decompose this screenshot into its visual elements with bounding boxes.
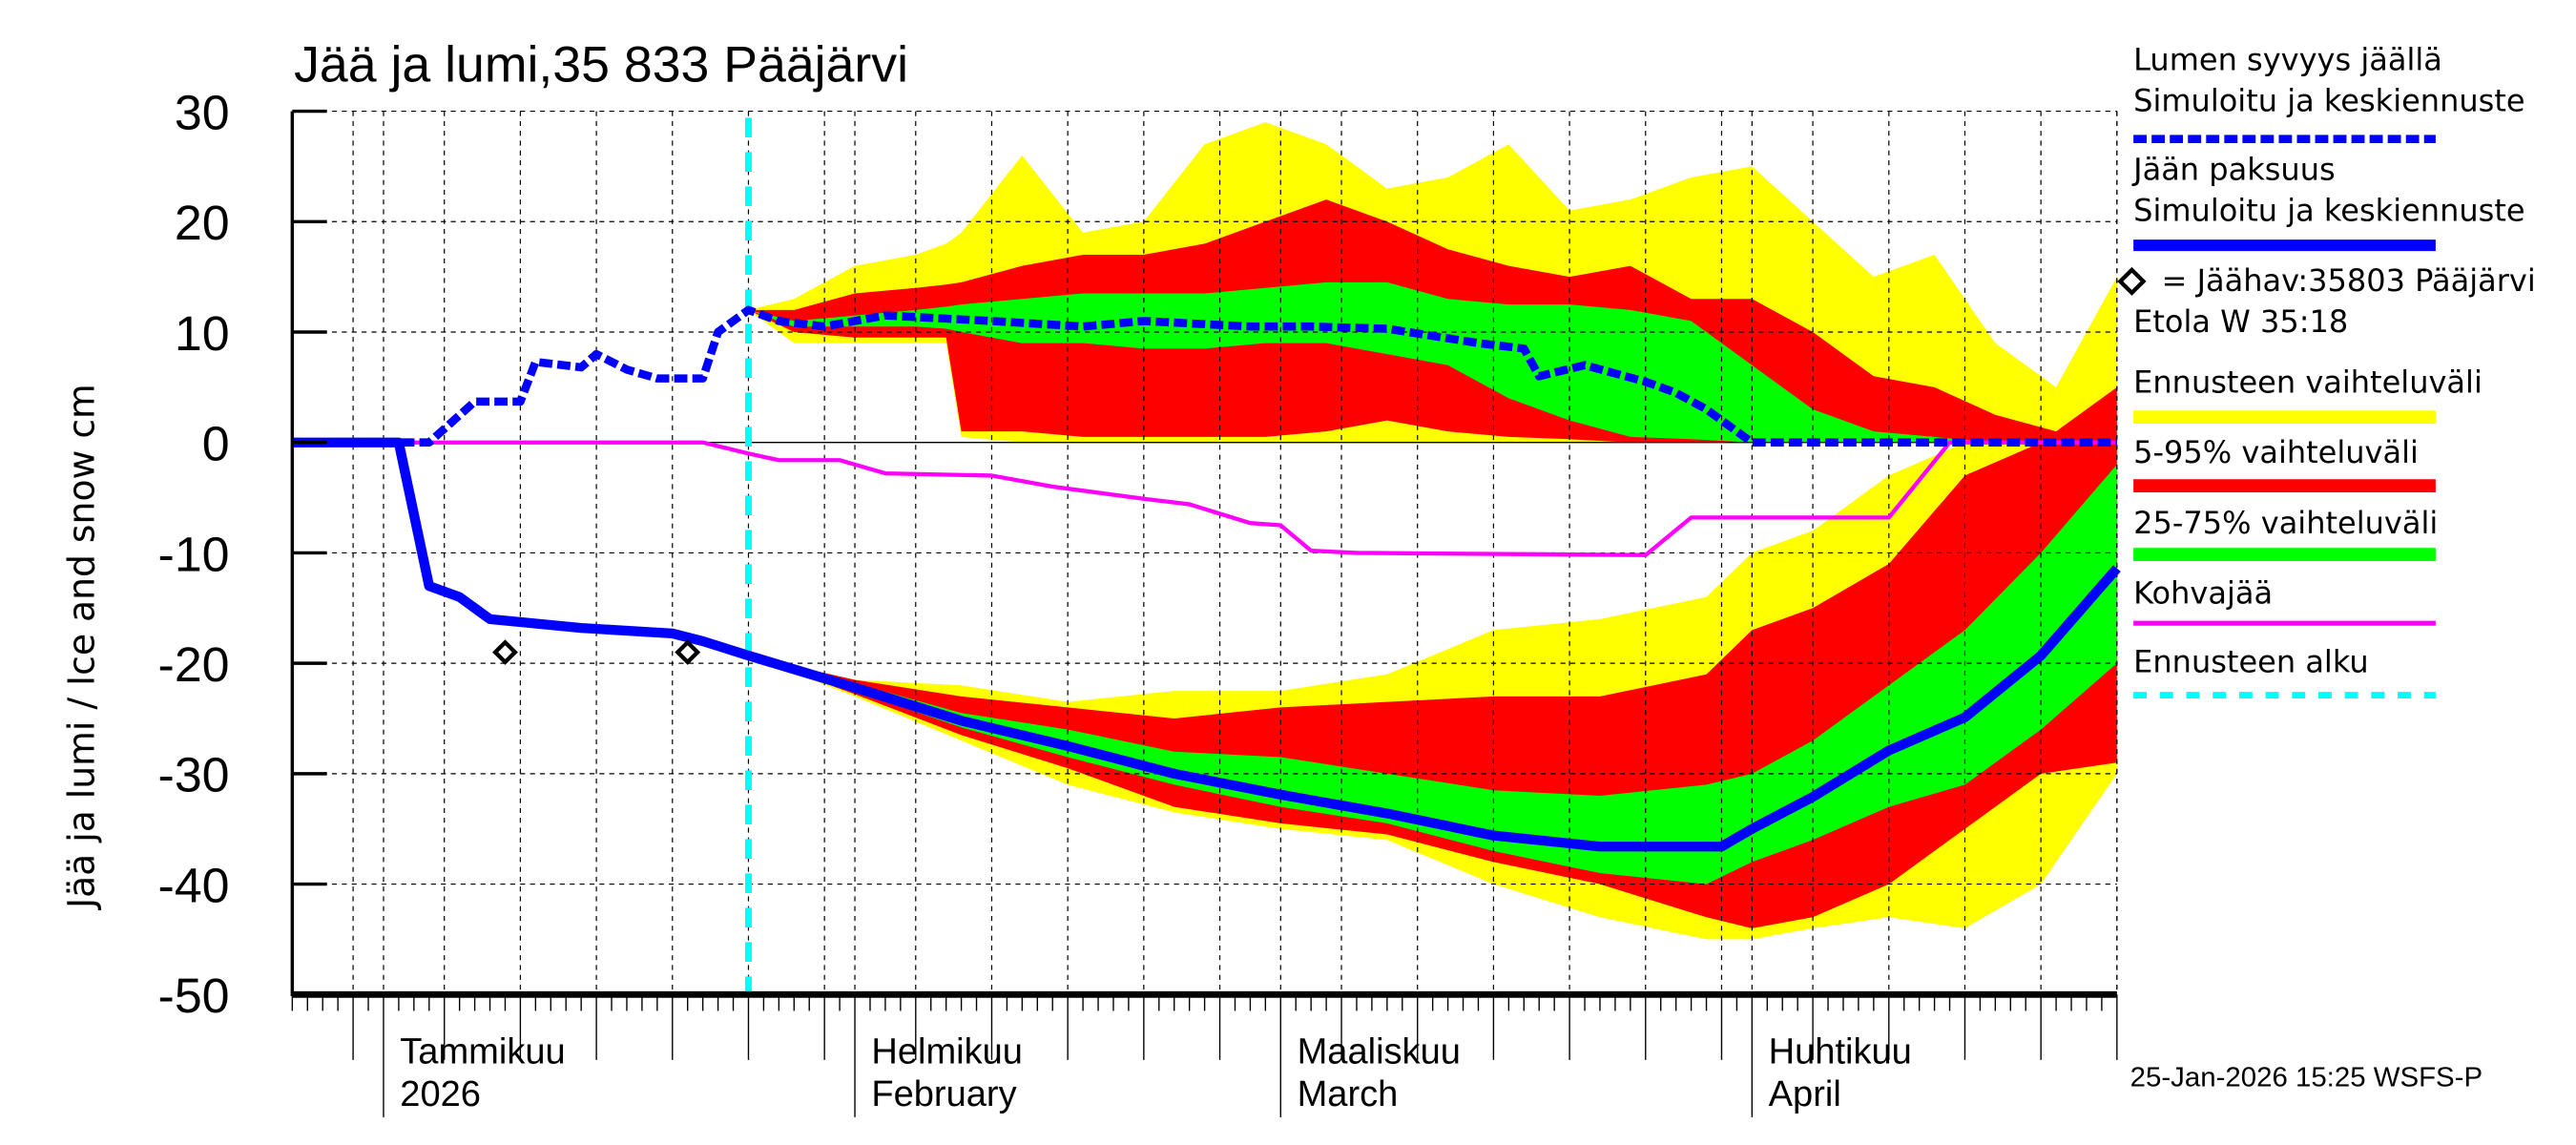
observation-diamond xyxy=(492,639,518,665)
month-label: Tammikuu xyxy=(400,1031,565,1072)
legend-sublabel: Simuloitu ja keskiennuste xyxy=(2133,193,2524,229)
month-sublabel: February xyxy=(871,1074,1016,1114)
y-tick-label: -10 xyxy=(158,527,230,582)
forecast-bands xyxy=(748,122,2117,940)
legend-label: Ennusteen vaihteluväli xyxy=(2133,364,2483,401)
y-tick-label: -20 xyxy=(158,636,230,692)
month-sublabel: 2026 xyxy=(400,1074,481,1114)
legend-label: = Jäähav:35803 Pääjärvi xyxy=(2162,262,2536,299)
snow-depth-line xyxy=(292,305,2117,447)
legend-label: Kohvajää xyxy=(2133,575,2273,612)
footer-timestamp: 25-Jan-2026 15:25 WSFS-P xyxy=(2130,1061,2483,1093)
month-label: Maaliskuu xyxy=(1298,1031,1461,1072)
series-lines xyxy=(292,117,2121,995)
legend-label: Jään paksuus xyxy=(2131,152,2336,188)
legend-label: 5-95% vaihteluväli xyxy=(2133,434,2419,470)
slush-ice-line xyxy=(292,440,2117,557)
y-tick-label: -40 xyxy=(158,858,230,913)
month-sublabel: March xyxy=(1298,1074,1399,1114)
legend-sublabel: Etola W 35:18 xyxy=(2133,303,2348,340)
chart-title: Jää ja lumi,35 833 Pääjärvi xyxy=(294,37,908,94)
month-label: Helmikuu xyxy=(871,1031,1023,1072)
y-tick-label: 10 xyxy=(175,305,230,361)
legend: Lumen syvyys jäällä Simuloitu ja keskienn… xyxy=(2117,42,2536,698)
legend-label: 25-75% vaihteluväli xyxy=(2133,505,2438,541)
legend-sublabel: Simuloitu ja keskiennuste xyxy=(2133,83,2524,119)
y-tick-label: -30 xyxy=(158,747,230,802)
y-tick-label: 30 xyxy=(175,85,230,140)
ice-thickness-line xyxy=(292,437,2121,852)
y-tick-label: 0 xyxy=(202,416,230,471)
legend-label: Lumen syvyys jäällä xyxy=(2133,42,2442,78)
observation-diamond xyxy=(675,639,701,665)
y-axis-label: Jää ja lumi / Ice and snow cm xyxy=(60,384,102,910)
ice-25-75-band xyxy=(748,464,2117,885)
legend-label: Ennusteen alku xyxy=(2133,644,2369,680)
month-label: Huhtikuu xyxy=(1769,1031,1912,1072)
legend-diamond-icon xyxy=(2117,266,2147,296)
y-tick-label: 20 xyxy=(175,195,230,250)
y-tick-label: -50 xyxy=(158,968,230,1023)
month-sublabel: April xyxy=(1769,1074,1841,1114)
